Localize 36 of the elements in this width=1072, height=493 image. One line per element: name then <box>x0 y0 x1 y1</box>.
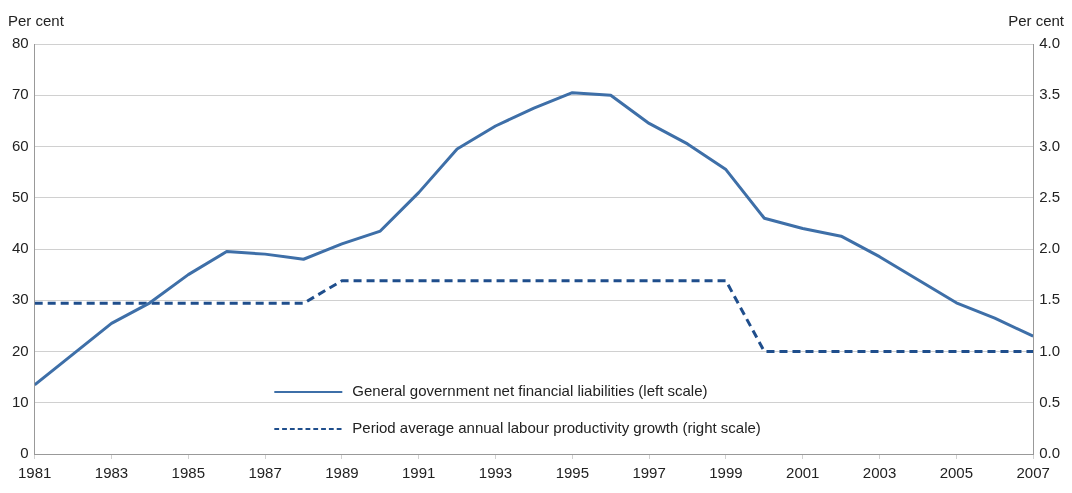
y2-tick-label: 0.5 <box>1039 392 1061 410</box>
x-tick-label: 1999 <box>709 464 743 482</box>
x-tick-label: 2001 <box>786 464 820 482</box>
y2-tick-label: 1.0 <box>1039 341 1061 359</box>
y-tick-label: 30 <box>12 290 29 308</box>
y2-tick-label: 3.5 <box>1039 85 1061 103</box>
y2-tick-label: 1.5 <box>1039 290 1061 308</box>
y-tick-label: 20 <box>12 341 29 359</box>
y2-tick-label: 3.0 <box>1039 136 1061 154</box>
x-tick-label: 1989 <box>325 464 359 482</box>
legend-label: Period average annual labour productivity growth (right scale) <box>352 419 761 437</box>
x-tick-label: 1993 <box>478 464 513 482</box>
y-tick-label: 60 <box>12 136 29 154</box>
y2-tick-label: 4.0 <box>1039 34 1061 52</box>
x-tick-label: 1983 <box>94 464 129 482</box>
legend-label: General government net financial liabilities (left scale) <box>352 382 708 400</box>
y2-tick-label: 2.5 <box>1039 187 1061 205</box>
y-tick-label: 80 <box>12 34 29 52</box>
y-tick-label: 70 <box>12 85 29 103</box>
x-tick-label: 1981 <box>18 464 52 482</box>
x-tick-label: 1997 <box>632 464 666 482</box>
y-tick-label: 50 <box>12 187 29 205</box>
x-tick-label: 2003 <box>862 464 897 482</box>
y2-axis-title: Per cent <box>1008 11 1065 29</box>
x-tick-label: 2007 <box>1016 464 1050 482</box>
x-tick-label: 1991 <box>402 464 436 482</box>
x-tick-label: 1985 <box>171 464 205 482</box>
y-tick-label: 10 <box>12 392 29 410</box>
y-axis-title: Per cent <box>8 11 65 29</box>
y2-tick-label: 2.0 <box>1039 239 1061 257</box>
y-tick-label: 40 <box>12 239 29 257</box>
x-tick-label: 2005 <box>939 464 974 482</box>
x-tick-label: 1995 <box>555 464 590 482</box>
x-tick-label: 1987 <box>248 464 282 482</box>
y2-tick-label: 0.0 <box>1039 444 1061 462</box>
y-tick-label: 0 <box>20 444 29 462</box>
